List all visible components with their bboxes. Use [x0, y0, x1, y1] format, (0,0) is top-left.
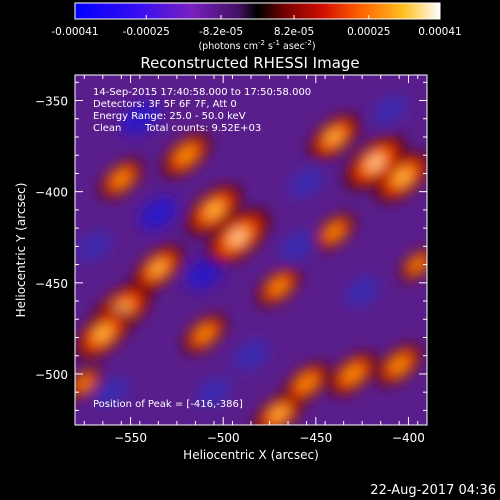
colorbar-tick-label: -0.00025	[123, 26, 170, 38]
colorbar-units: (photons cm-2 s-1 asec-2)	[198, 39, 315, 52]
axis-ticks	[75, 75, 427, 425]
positive-region	[329, 132, 340, 142]
y-tick-label: −500	[35, 368, 68, 382]
colorbar-tick-label: 0.00025	[347, 26, 390, 38]
negative-region	[372, 94, 407, 125]
colorbar-tick-label: -8.2e-05	[199, 26, 243, 38]
colorbar-tick-label: -0.00041	[51, 26, 98, 38]
colorbar-ticks	[74, 15, 441, 19]
positive-region	[153, 263, 164, 273]
positive-region	[176, 146, 196, 164]
positive-region	[112, 171, 130, 187]
positive-region	[326, 224, 343, 239]
y-tick-label: −450	[35, 277, 68, 291]
y-tick-label: −400	[35, 186, 68, 200]
negative-region	[196, 377, 232, 408]
positive-region	[77, 376, 91, 390]
colorbar-tick-labels: -0.00041 -0.00025 -8.2e-05 8.2e-05 0.00025 0.…	[51, 26, 461, 38]
x-axis-label: Heliocentric X (arcsec)	[183, 448, 319, 462]
positive-region	[397, 171, 409, 183]
positive-region	[196, 326, 214, 342]
positive-region	[411, 258, 425, 271]
colorbar-tick-label: 8.2e-05	[274, 26, 314, 38]
positive-region	[343, 365, 363, 383]
algorithm: Clean	[93, 123, 121, 134]
y-tick-labels: −350 −400 −450 −500	[35, 95, 68, 382]
negative-region	[344, 276, 380, 307]
negative-region	[185, 257, 224, 290]
y-axis-label: Heliocentric Y (arcsec)	[14, 183, 28, 318]
positive-region	[208, 204, 220, 215]
positive-region	[390, 356, 409, 373]
positive-region	[234, 233, 242, 241]
annotations: 14-Sep-2015 17:40:58.000 to 17:50:58.000…	[93, 87, 311, 410]
positive-region	[273, 409, 284, 419]
x-tick-label: −450	[299, 431, 332, 445]
positive-region	[297, 374, 316, 392]
x-tick-labels: −550 −500 −450 −400	[114, 431, 425, 445]
negative-region	[95, 377, 130, 407]
negative-region	[120, 102, 160, 136]
total-counts: Total counts: 9.52E+03	[144, 123, 261, 134]
negative-region	[76, 231, 111, 262]
negative-region	[279, 230, 316, 262]
positive-region	[371, 159, 379, 166]
colorbar	[74, 2, 441, 20]
y-tick-label: −350	[35, 95, 68, 109]
detectors: Detectors: 3F 5F 6F 7F, Att 0	[93, 99, 237, 110]
chart-title: Reconstructed RHESSI Image	[140, 54, 359, 72]
plot-image	[75, 75, 427, 425]
x-tick-label: −500	[207, 431, 240, 445]
energy-range: Energy Range: 25.0 - 50.0 keV	[93, 111, 246, 122]
time-range: 14-Sep-2015 17:40:58.000 to 17:50:58.000	[93, 87, 311, 98]
negative-region	[233, 340, 269, 372]
footer-date: 22-Aug-2017 04:36	[370, 483, 496, 498]
positive-region	[97, 328, 109, 339]
colorbar-tick-label: 0.00041	[418, 26, 461, 38]
x-tick-label: −550	[114, 431, 147, 445]
peak-position: Position of Peak = [-416,-386]	[93, 399, 243, 410]
positive-region	[270, 278, 288, 295]
negative-region	[139, 197, 178, 230]
x-tick-label: −400	[392, 431, 425, 445]
negative-region	[289, 167, 325, 198]
